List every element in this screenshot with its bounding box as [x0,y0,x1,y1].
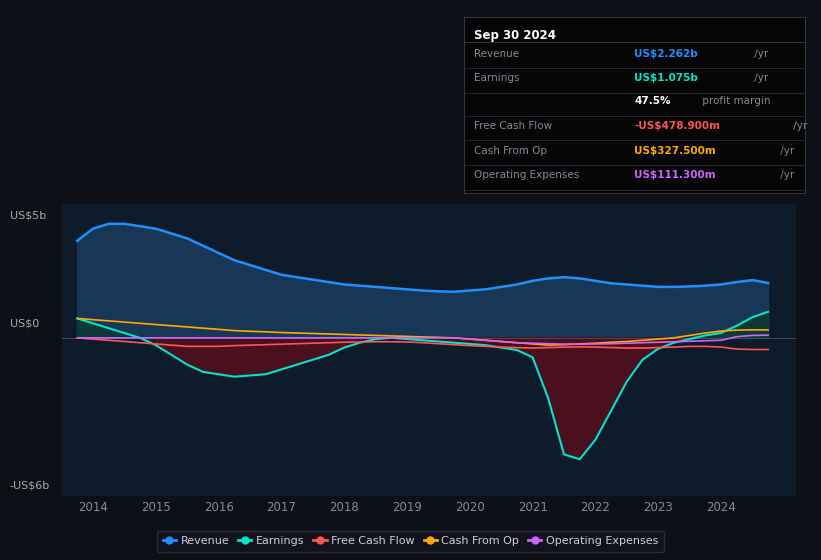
Text: US$5b: US$5b [10,210,46,220]
Text: Earnings: Earnings [474,73,520,83]
Text: US$1.075b: US$1.075b [635,73,698,83]
Text: Free Cash Flow: Free Cash Flow [474,121,553,131]
Text: 47.5%: 47.5% [635,96,671,106]
Text: US$327.500m: US$327.500m [635,146,716,156]
Text: US$111.300m: US$111.300m [635,170,716,180]
Text: /yr: /yr [777,146,794,156]
Text: Sep 30 2024: Sep 30 2024 [474,29,556,42]
Text: /yr: /yr [790,121,807,131]
Text: /yr: /yr [750,73,768,83]
Text: Operating Expenses: Operating Expenses [474,170,580,180]
Text: US$0: US$0 [10,319,39,329]
Text: -US$6b: -US$6b [10,480,50,490]
Text: profit margin: profit margin [699,96,770,106]
Text: /yr: /yr [750,49,768,59]
Text: /yr: /yr [777,170,794,180]
Text: Revenue: Revenue [474,49,519,59]
Text: -US$478.900m: -US$478.900m [635,121,720,131]
Legend: Revenue, Earnings, Free Cash Flow, Cash From Op, Operating Expenses: Revenue, Earnings, Free Cash Flow, Cash … [157,530,664,552]
Text: US$2.262b: US$2.262b [635,49,698,59]
Text: Cash From Op: Cash From Op [474,146,547,156]
